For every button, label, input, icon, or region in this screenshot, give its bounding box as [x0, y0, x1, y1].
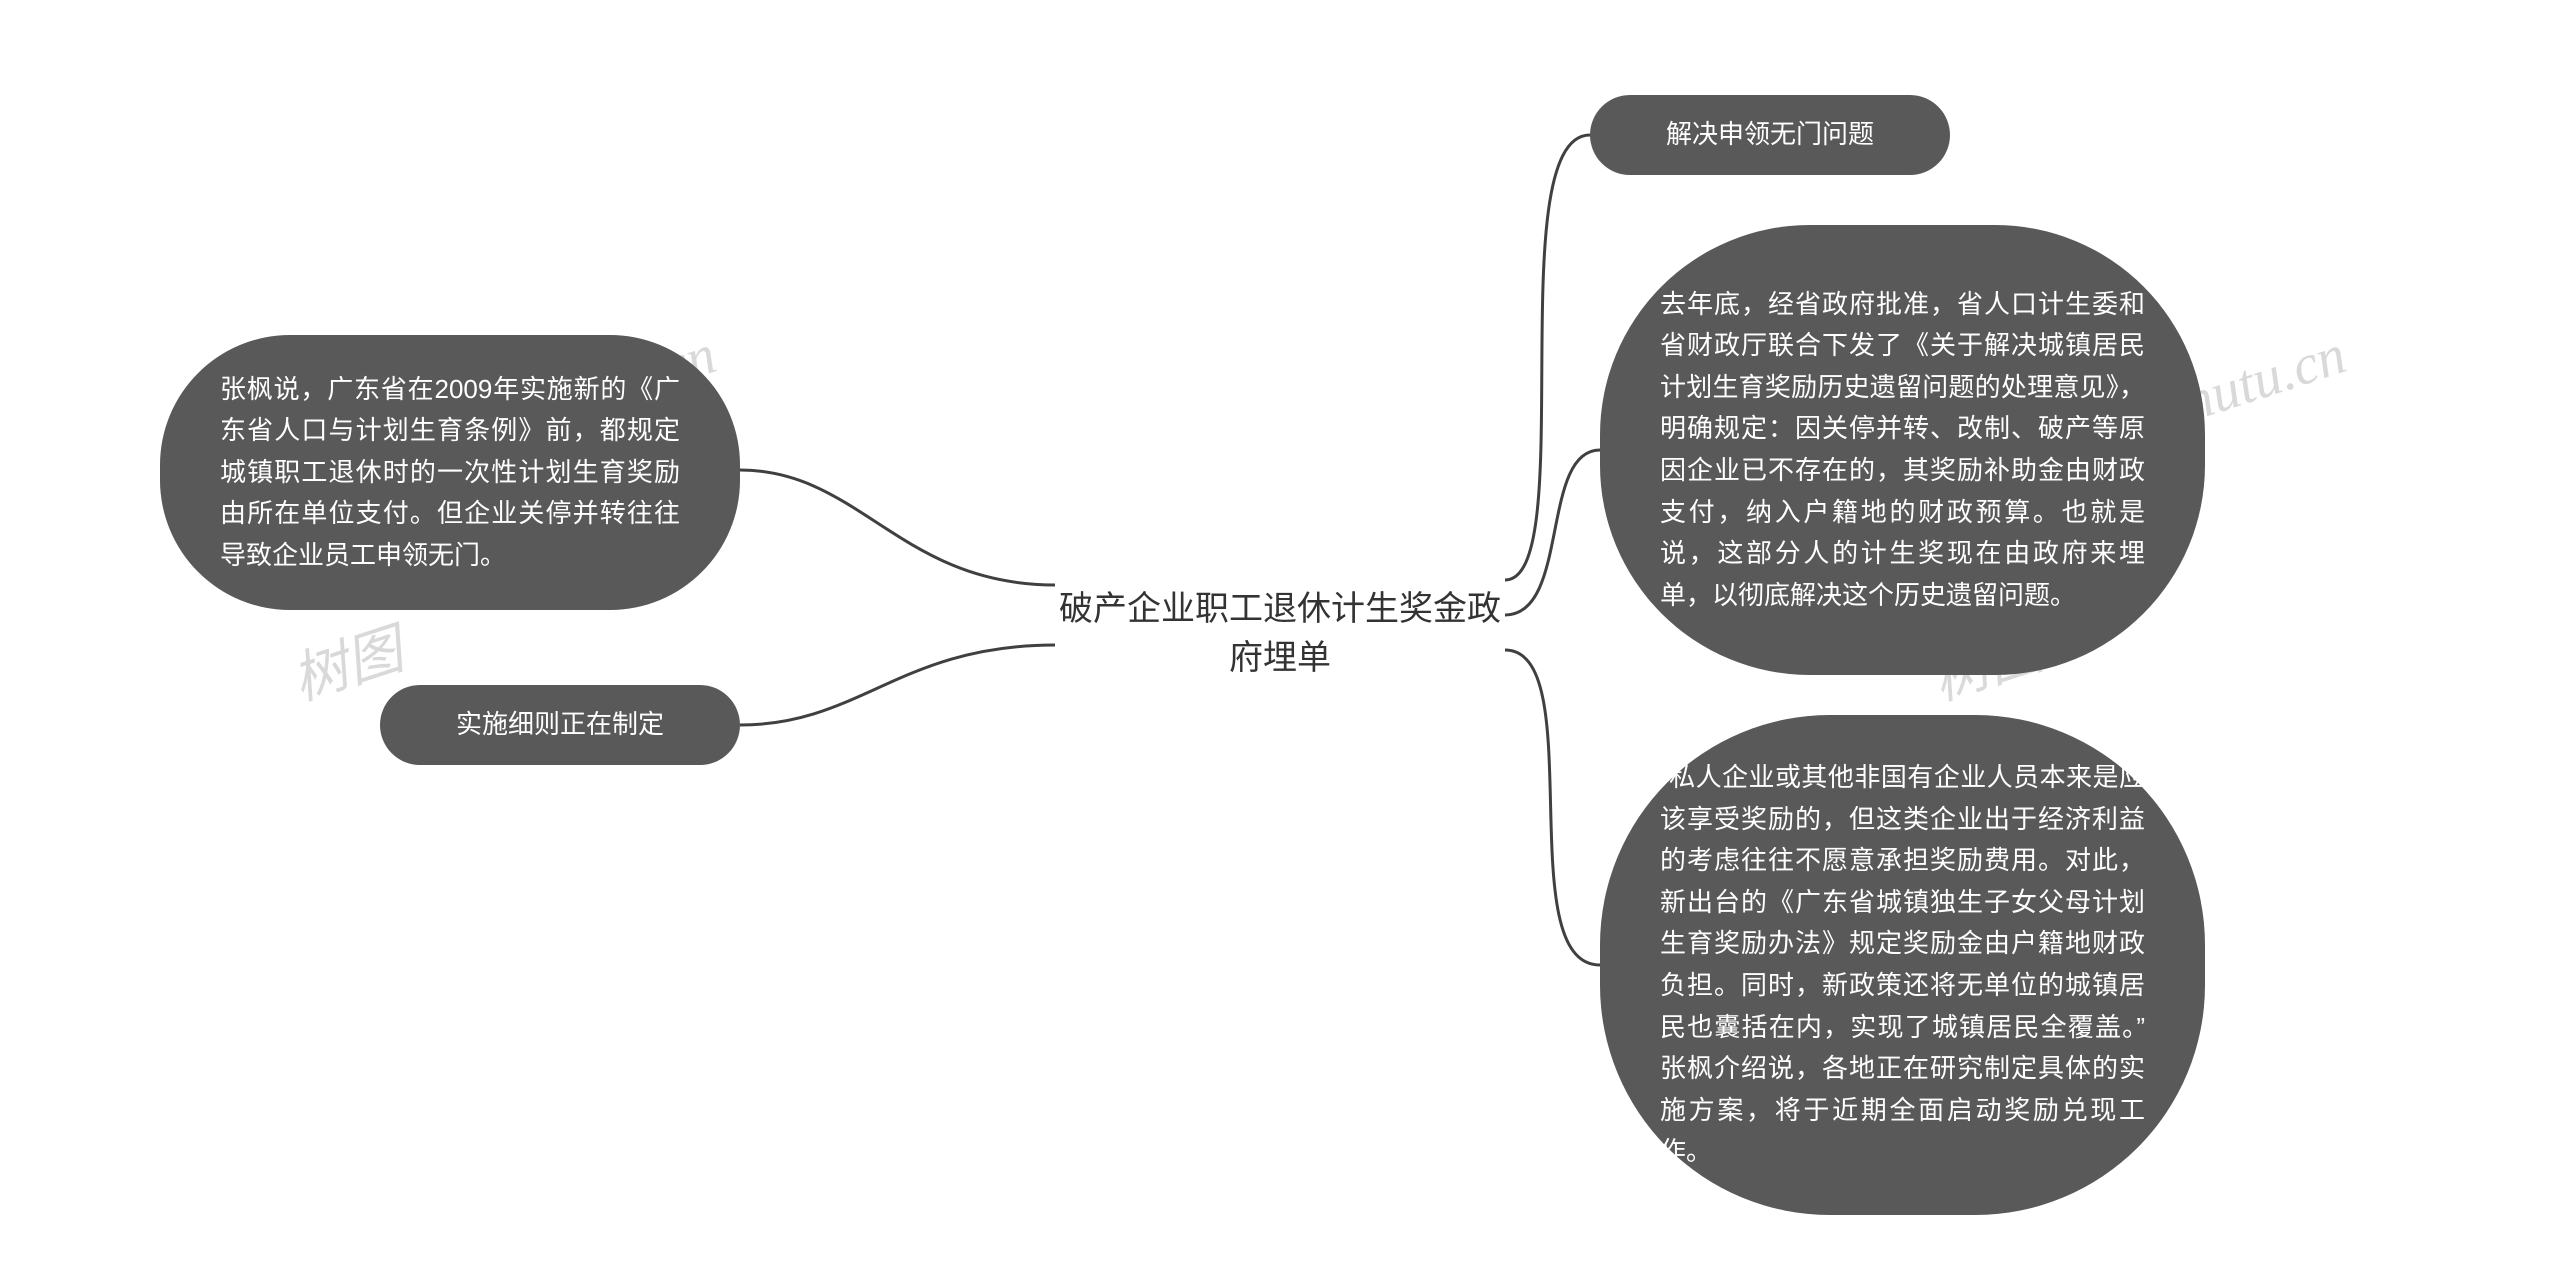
connector-path: [1505, 135, 1590, 580]
mindmap-node-text: 张枫说，广东省在2009年实施新的《广东省人口与计划生育条例》前，都规定城镇职工…: [220, 369, 680, 577]
mindmap-node-text: “私人企业或其他非国有企业人员本来是应该享受奖励的，但这类企业出于经济利益的考虑…: [1660, 757, 2145, 1173]
connector-path: [1505, 450, 1600, 615]
center-node-text: 破产企业职工退休计生奖金政府埋单: [1055, 581, 1505, 679]
mindmap-node-right_top: 解决申领无门问题: [1590, 95, 1950, 175]
mindmap-node-left_top: 张枫说，广东省在2009年实施新的《广东省人口与计划生育条例》前，都规定城镇职工…: [160, 335, 740, 610]
center-node: 破产企业职工退休计生奖金政府埋单: [1055, 570, 1505, 690]
mindmap-node-text: 实施细则正在制定: [456, 704, 664, 746]
connector-path: [740, 645, 1055, 725]
mindmap-node-text: 解决申领无门问题: [1666, 114, 1874, 156]
connector-path: [1505, 650, 1600, 965]
mindmap-node-right_mid: 去年底，经省政府批准，省人口计生委和省财政厅联合下发了《关于解决城镇居民计划生育…: [1600, 225, 2205, 675]
connector-path: [740, 470, 1055, 585]
mindmap-node-left_bottom: 实施细则正在制定: [380, 685, 740, 765]
mindmap-node-text: 去年底，经省政府批准，省人口计生委和省财政厅联合下发了《关于解决城镇居民计划生育…: [1660, 284, 2145, 617]
mindmap-node-right_bottom: “私人企业或其他非国有企业人员本来是应该享受奖励的，但这类企业出于经济利益的考虑…: [1600, 715, 2205, 1215]
